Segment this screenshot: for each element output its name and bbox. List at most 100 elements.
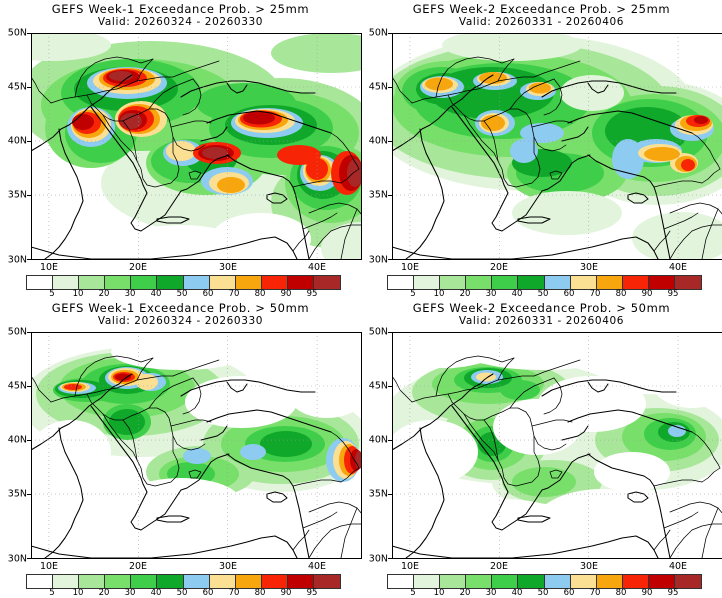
panel-subtitle: Valid: 20260324 - 20260330	[97, 315, 264, 327]
x-tick-1: 20E	[128, 262, 148, 273]
colorbar-swatch-3	[105, 575, 132, 588]
colorbar-tick-1: 10	[72, 588, 84, 598]
y-tickmark-2	[388, 141, 393, 142]
colorbar	[387, 574, 702, 589]
colorbar-swatch-7	[570, 276, 597, 289]
colorbar-swatch-4	[131, 276, 158, 289]
colorbar-swatch-9	[261, 276, 288, 289]
y-tick-2: 40N	[7, 135, 27, 147]
colorbar-tick-4: 40	[511, 588, 523, 598]
x-tick-1: 20E	[489, 561, 509, 572]
x-tick-2: 30E	[579, 262, 599, 273]
colorbar-tick-1: 10	[72, 289, 84, 299]
y-tick-2: 40N	[368, 434, 388, 446]
y-tickmark-0	[388, 33, 393, 34]
colorbar-tick-10: 95	[306, 289, 318, 299]
colorbar-swatch-6	[183, 276, 210, 289]
panel-subtitle: Valid: 20260324 - 20260330	[97, 16, 264, 28]
y-tick-0: 50N	[7, 326, 27, 338]
y-tickmark-4	[27, 259, 32, 260]
colorbar-tick-5: 50	[537, 289, 549, 299]
colorbar-swatch-9	[261, 575, 288, 588]
colorbar-tick-9: 90	[280, 289, 292, 299]
colorbar-swatch-5	[157, 575, 184, 588]
colorbar-swatch-8	[596, 276, 623, 289]
colorbar-swatch-2	[440, 575, 467, 588]
y-tick-1: 45N	[368, 81, 388, 93]
colorbar-tick-6: 60	[563, 588, 575, 598]
y-tick-3: 35N	[7, 189, 27, 201]
map-plot-area	[392, 33, 722, 260]
y-tick-2: 40N	[368, 135, 388, 147]
colorbar-tick-10: 95	[306, 588, 318, 598]
colorbar	[26, 275, 341, 290]
y-tick-4: 30N	[368, 553, 388, 565]
colorbar-swatch-10	[287, 276, 315, 289]
colorbar-swatch-2	[440, 276, 467, 289]
colorbar-swatch-2	[79, 575, 106, 588]
colorbar-tick-8: 80	[615, 289, 627, 299]
colorbar-tick-6: 60	[563, 289, 575, 299]
panel-title: GEFS Week-1 Exceedance Prob. > 50mm	[51, 301, 310, 315]
colorbar-swatch-1	[414, 575, 441, 588]
panel-title: GEFS Week-2 Exceedance Prob. > 25mm	[412, 2, 671, 16]
panel-title: GEFS Week-1 Exceedance Prob. > 25mm	[51, 2, 310, 16]
colorbar-swatch-10	[648, 276, 676, 289]
panel-subtitle: Valid: 20260331 - 20260406	[458, 315, 625, 327]
y-tickmark-2	[27, 440, 32, 441]
y-tickmark-0	[27, 332, 32, 333]
colorbar-swatch-6	[544, 575, 571, 588]
colorbar-tick-4: 40	[150, 289, 162, 299]
colorbar-tick-1: 10	[433, 588, 445, 598]
colorbar-tick-3: 30	[485, 588, 497, 598]
colorbar-tick-7: 70	[228, 588, 240, 598]
colorbar-tick-1: 10	[433, 289, 445, 299]
x-tick-0: 10E	[39, 262, 59, 273]
y-tick-3: 35N	[368, 189, 388, 201]
y-tickmark-3	[388, 195, 393, 196]
colorbar-swatch-8	[235, 575, 262, 588]
x-tick-0: 10E	[400, 561, 420, 572]
y-tickmark-0	[27, 33, 32, 34]
colorbar-swatch-8	[235, 276, 262, 289]
colorbar-swatch-3	[105, 276, 132, 289]
colorbar-swatch-4	[492, 276, 519, 289]
y-tick-0: 50N	[7, 27, 27, 39]
x-tick-3: 40E	[668, 262, 688, 273]
colorbar-swatch-6	[544, 276, 571, 289]
y-tickmark-1	[388, 87, 393, 88]
map-plot-area	[31, 332, 362, 559]
colorbar-tick-3: 30	[124, 588, 136, 598]
colorbar-swatch-3	[466, 276, 493, 289]
colorbar-swatch-2	[79, 276, 106, 289]
colorbar-swatch-0	[388, 276, 415, 289]
colorbar-swatch-11	[675, 575, 702, 588]
colorbar-tick-0: 5	[410, 289, 416, 299]
panel-week2-50mm: GEFS Week-2 Exceedance Prob. > 50mm Vali…	[361, 299, 722, 598]
x-tick-2: 30E	[218, 561, 238, 572]
y-tickmark-3	[27, 494, 32, 495]
colorbar-swatch-5	[518, 575, 545, 588]
colorbar-tick-8: 80	[254, 588, 266, 598]
colorbar-swatch-11	[314, 276, 341, 289]
colorbar-swatch-1	[53, 276, 80, 289]
y-tick-3: 35N	[7, 488, 27, 500]
colorbar-swatch-1	[414, 276, 441, 289]
colorbar-tick-3: 30	[124, 289, 136, 299]
map-plot-area	[31, 33, 362, 260]
x-tick-3: 40E	[307, 262, 327, 273]
x-tick-0: 10E	[39, 561, 59, 572]
colorbar-tick-9: 90	[280, 588, 292, 598]
colorbar-tick-10: 95	[667, 588, 679, 598]
colorbar-swatch-11	[314, 575, 341, 588]
colorbar-swatch-11	[675, 276, 702, 289]
y-tickmark-4	[27, 558, 32, 559]
colorbar-tick-8: 80	[615, 588, 627, 598]
colorbar-tick-7: 70	[228, 289, 240, 299]
colorbar-tick-8: 80	[254, 289, 266, 299]
colorbar-tick-6: 60	[202, 289, 214, 299]
colorbar-swatch-0	[27, 575, 54, 588]
colorbar-tick-9: 90	[641, 588, 653, 598]
colorbar-swatch-6	[183, 575, 210, 588]
